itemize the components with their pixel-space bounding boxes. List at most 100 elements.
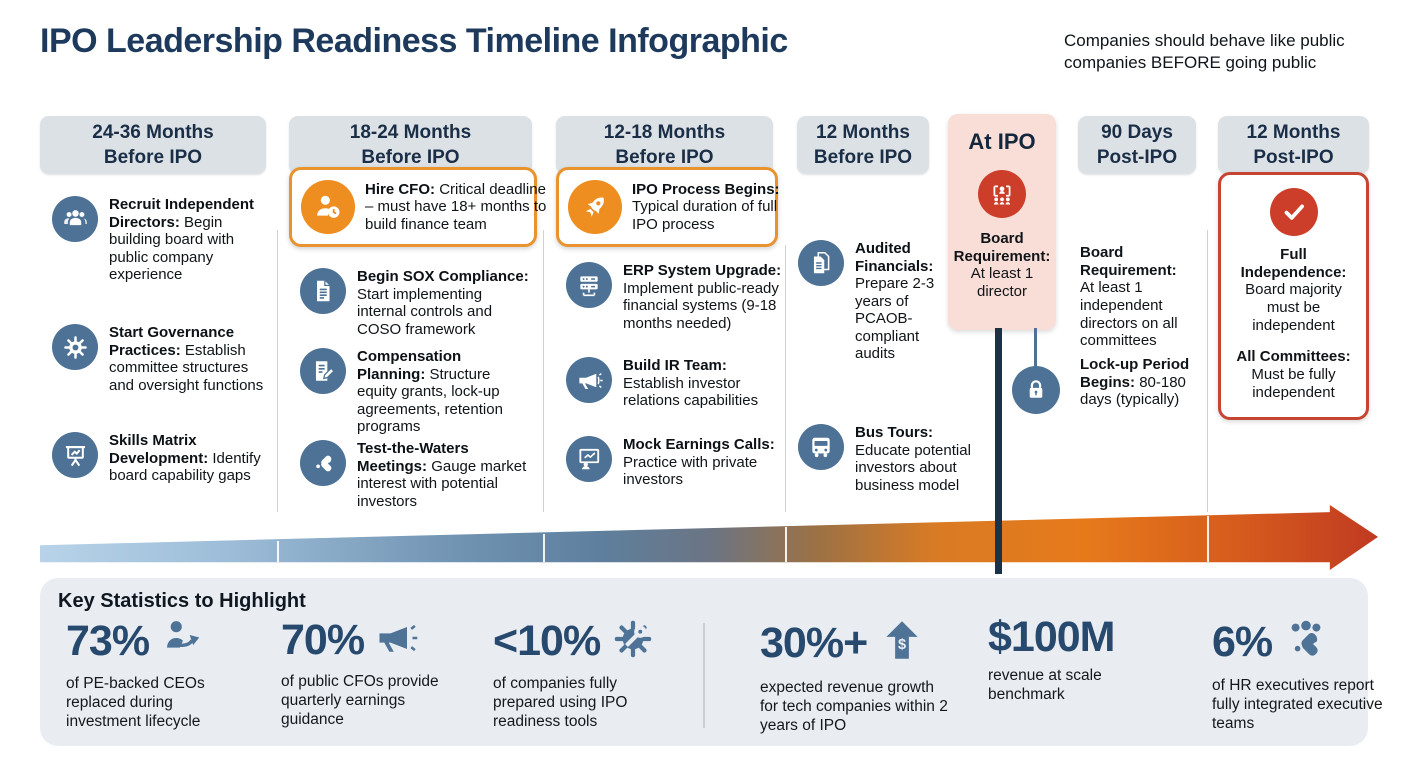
- arrow-tick: [1207, 516, 1209, 562]
- timeline-item: Begin SOX Compliance: Start implementing…: [300, 268, 532, 338]
- stats-title: Key Statistics to Highlight: [58, 590, 306, 612]
- tagline-text: Companies should behave like public comp…: [1064, 31, 1345, 73]
- document-icon: [300, 268, 346, 314]
- at-ipo-text: Board Requirement: At least 1 director: [953, 230, 1051, 301]
- key-statistics-panel: Key Statistics to Highlight 73% of PE-ba…: [40, 578, 1383, 746]
- at-ipo-card: At IPO Board Requirement: At least 1 dir…: [948, 114, 1056, 330]
- users-icon: [52, 196, 98, 242]
- item-desc: Start implementing internal controls and…: [357, 285, 493, 338]
- item-desc: Establish committee structures and overs…: [109, 341, 264, 394]
- item-desc: Critical deadline – must have 18+ months…: [365, 180, 547, 233]
- item-desc: Practice with private investors: [623, 453, 758, 489]
- bus-icon: [798, 424, 844, 470]
- page-title: IPO Leadership Readiness Timeline Infogr…: [40, 22, 788, 60]
- stat-desc: of public CFOs provide quarterly earning…: [281, 673, 439, 728]
- gear-wrench-icon: [610, 616, 656, 667]
- item-title: Audited Financials:: [855, 240, 934, 275]
- hire-cfo-highlight: Hire CFO: Critical deadline – must have …: [289, 167, 546, 247]
- column-divider: [543, 230, 544, 512]
- timeline-item: Start Governance Practices: Establish co…: [52, 324, 267, 394]
- stat-ceo-turnover: 73% of PE-backed CEOs replaced during in…: [66, 616, 236, 732]
- column-header-12-months: 12 Months Before IPO: [797, 116, 929, 174]
- skills-chart-icon: [52, 432, 98, 478]
- column-header-at-ipo: At IPO: [968, 129, 1036, 154]
- item-title: Bus Tours:: [855, 424, 934, 441]
- item-title: Compensation Planning:: [357, 348, 462, 383]
- arrow-tick: [785, 527, 787, 562]
- timeline-item: Build IR Team: Establish investor relati…: [566, 357, 783, 410]
- item-title: All Committees:: [1236, 348, 1351, 366]
- megaphone-icon: [374, 616, 418, 665]
- item-desc: Implement public-ready financial systems…: [623, 279, 779, 332]
- gear-icon: [52, 324, 98, 370]
- arrow-tick: [277, 541, 279, 562]
- timeline-item: Test-the-Waters Meetings: Gauge market i…: [300, 440, 532, 510]
- item-desc: 80-180 days (typically): [1080, 373, 1186, 409]
- stat-readiness-tools: <10% of companies fully prepared using I…: [493, 616, 656, 732]
- timeline-item: ERP System Upgrade: Implement public-rea…: [566, 262, 783, 332]
- timeline-item: Mock Earnings Calls: Practice with priva…: [566, 436, 783, 489]
- timeline-item: Recruit Independent Directors: Begin bui…: [52, 196, 267, 284]
- timeline-item: Compensation Planning: Structure equity …: [300, 348, 529, 436]
- item-desc: Begin building board with public company…: [109, 213, 235, 284]
- column-divider: [1207, 230, 1208, 512]
- lock-icon: [1012, 366, 1060, 414]
- timeline-item: Audited Financials: Prepare 2-3 years of…: [798, 240, 937, 363]
- stat-desc: revenue at scale benchmark: [988, 667, 1102, 703]
- stat-value: 73%: [66, 617, 150, 665]
- item-title: Skills Matrix Development:: [109, 432, 209, 467]
- item-title: Build IR Team:: [623, 357, 727, 374]
- column-divider: [277, 230, 278, 512]
- item-desc: At least 1 director: [970, 265, 1034, 301]
- column-divider: [785, 245, 786, 512]
- timeline-item: Lock-up Period Begins: 80-180 days (typi…: [1080, 356, 1192, 409]
- item-desc: Board majority must be independent: [1245, 281, 1342, 334]
- item-desc: Must be fully independent: [1251, 366, 1336, 401]
- timeline-gradient-arrow: [40, 505, 1378, 570]
- item-desc: Educate potential investors about busine…: [855, 441, 971, 494]
- timeline-item: Bus Tours: Educate potential investors a…: [798, 424, 977, 494]
- item-title: Board Requirement:: [1080, 244, 1177, 279]
- stat-integrated-teams: 6% of HR executives report fully integra…: [1212, 616, 1397, 734]
- item-title: Recruit Independent Directors:: [109, 196, 255, 231]
- column-header-12-months-post: 12 Months Post-IPO: [1218, 116, 1369, 174]
- stat-value: <10%: [493, 617, 601, 665]
- audit-docs-icon: [798, 240, 844, 286]
- lockup-connector-line: [1034, 328, 1037, 370]
- stat-desc: of PE-backed CEOs replaced during invest…: [66, 675, 205, 730]
- at-ipo-marker-line: [995, 328, 1002, 574]
- board-meeting-icon: [978, 170, 1026, 218]
- item-desc: Identify board capability gaps: [109, 449, 261, 485]
- stat-value: 30%+: [760, 619, 868, 667]
- stat-revenue-growth: 30%+ $ expected revenue growth for tech …: [760, 616, 950, 736]
- item-desc: Establish investor relations capabilitie…: [623, 374, 759, 410]
- check-icon: [1269, 188, 1318, 236]
- item-title: Begin SOX Compliance:: [357, 268, 529, 285]
- stat-desc: expected revenue growth for tech compani…: [760, 679, 948, 734]
- column-header-18-24-months: 18-24 Months Before IPO: [289, 116, 532, 174]
- stat-value: $100M: [988, 613, 1115, 661]
- handshake-icon: [300, 440, 346, 486]
- column-header-90-days-post: 90 Days Post-IPO: [1078, 116, 1196, 174]
- stat-desc: of HR executives report fully integrated…: [1212, 677, 1383, 732]
- item-title: Hire CFO:: [365, 180, 436, 198]
- stat-desc: of companies fully prepared using IPO re…: [493, 675, 628, 730]
- ipo-process-highlight: IPO Process Begins: Typical duration of …: [556, 167, 780, 247]
- server-icon: [566, 262, 612, 308]
- item-title: Mock Earnings Calls:: [623, 436, 775, 453]
- growth-arrow-icon: $: [877, 616, 927, 671]
- svg-text:$: $: [898, 637, 906, 653]
- timeline-item: Skills Matrix Development: Identify boar…: [52, 432, 267, 485]
- card-entry: All Committees: Must be fully independen…: [1235, 348, 1353, 401]
- rocket-icon: [568, 180, 622, 234]
- item-title: Full Independence:: [1240, 246, 1347, 281]
- document-pencil-icon: [300, 348, 346, 394]
- stats-divider: [703, 623, 705, 728]
- item-title: IPO Process Begins:: [632, 180, 780, 198]
- item-desc: Typical duration of full IPO process: [632, 198, 778, 233]
- column-header-12-18-months: 12-18 Months Before IPO: [556, 116, 773, 174]
- item-desc: Gauge market interest with potential inv…: [357, 457, 527, 510]
- item-desc: At least 1 independent directors on all …: [1080, 279, 1178, 350]
- item-title: Board Requirement:: [953, 230, 1051, 265]
